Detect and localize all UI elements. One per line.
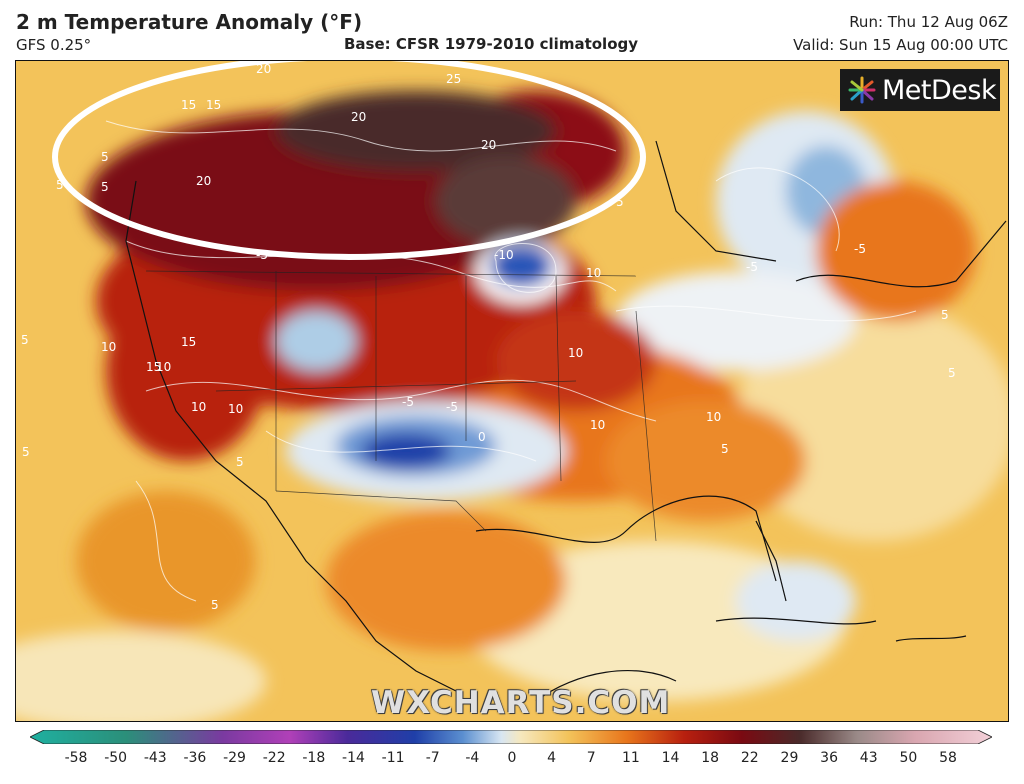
chart-header: 2 m Temperature Anomaly (°F) GFS 0.25° B… [0,0,1024,58]
map-canvas: 5 10 15 20 25 20 20 15 10 5 10 15 20 5 1… [16,61,1008,721]
colorbar-tick-label: 4 [547,750,557,766]
contour-label: 10 [586,266,601,280]
contour-label: 15 [181,98,196,112]
colorbar-tick-label: -58 [64,750,88,766]
colorbar-tick-label: -29 [223,750,246,766]
colorbar-tick-label: -22 [262,750,286,766]
contour-label: -10 [494,248,514,262]
colorbar-tick-label: 29 [780,750,799,766]
colorbar-tick-label: 58 [939,750,957,766]
colorbar-ticks: -58 -50 -43 -36 -29 -22 -18 -14 -11 -7 -4 0 4 7 11 14 18… [0,750,1024,770]
contour-label: 5 [101,150,109,164]
colorbar-tick-label: -4 [465,750,480,766]
climatology-base-label: Base: CFSR 1979-2010 climatology [344,35,639,53]
contour-value-labels: 5 10 15 20 25 20 20 15 10 5 10 15 20 5 1… [21,62,956,612]
colorbar-tick-label: 50 [899,750,918,766]
highlight-ellipse [52,61,646,260]
contour-label: 5 [941,308,949,322]
metdesk-logo: MetDesk [840,69,1000,111]
colorbar-tick-label: -43 [143,750,167,766]
contour-label: 5 [236,455,244,469]
contour-label: 5 [721,442,729,456]
anomaly-field-layers [16,91,1008,721]
contour-label: 5 [101,180,109,194]
colorbar-tick-label: 11 [621,750,640,766]
contour-label: 20 [351,110,366,124]
colorbar-tick-label: 0 [507,750,517,766]
chart-title: 2 m Temperature Anomaly (°F) [16,10,363,34]
contour-label: 10 [156,360,171,374]
contour-label: 5 [211,598,219,612]
model-label: GFS 0.25° [16,36,92,54]
colorbar-tick-label: 14 [661,750,680,766]
valid-time-label: Valid: Sun 15 Aug 00:00 UTC [793,36,1008,54]
contour-lines [105,120,917,602]
colorbar-tick-label: -7 [425,750,440,766]
contour-label: -5 [402,395,414,409]
contour-label: 0 [478,430,486,444]
contour-label: -5 [746,260,758,274]
contour-label: 10 [101,340,116,354]
contour-label: 5 [616,195,624,209]
colorbar-tick-label: 18 [701,750,720,766]
contour-label: 20 [256,62,271,76]
temperature-anomaly-map: 5 10 15 20 25 20 20 15 10 5 10 15 20 5 1… [15,60,1009,722]
wxcharts-watermark: WXCHARTS.COM [371,685,671,721]
contour-label: 10 [590,418,605,432]
run-time-label: Run: Thu 12 Aug 06Z [849,13,1008,31]
contour-label: 10 [706,410,721,424]
contour-label: 25 [446,72,461,86]
contour-label: 5 [21,333,29,347]
coastlines [125,140,1007,702]
colorbar-tick-label: -14 [342,750,365,766]
colorbar-tick-label: 22 [740,750,759,766]
colorbar-tick-label: -36 [183,750,207,766]
contour-label: 20 [196,174,211,188]
contour-label: 20 [481,138,496,152]
colorbar-tick-label: 43 [859,750,878,766]
logo-text: MetDesk [882,74,997,106]
contour-label: 15 [146,360,161,374]
contour-label: -5 [854,242,866,256]
colorbar-tick-label: 7 [586,750,596,766]
state-borders [145,270,657,542]
contour-label: 15 [181,335,196,349]
colorbar [30,730,992,744]
colorbar-tick-label: -18 [302,750,326,766]
contour-label: 10 [191,400,206,414]
contour-label: -5 [446,400,458,414]
colorbar-tick-label: -11 [381,750,405,766]
contour-label: 5 [56,178,64,192]
contour-label: 15 [206,98,221,112]
contour-label: 5 [22,445,30,459]
contour-label: -5 [256,248,268,262]
colorbar-tick-label: -50 [104,750,128,766]
contour-label: 10 [228,402,243,416]
contour-label: 10 [568,346,583,360]
contour-label: 5 [948,366,956,380]
colorbar-tick-label: 36 [820,750,838,766]
metdesk-burst-icon [848,76,876,104]
